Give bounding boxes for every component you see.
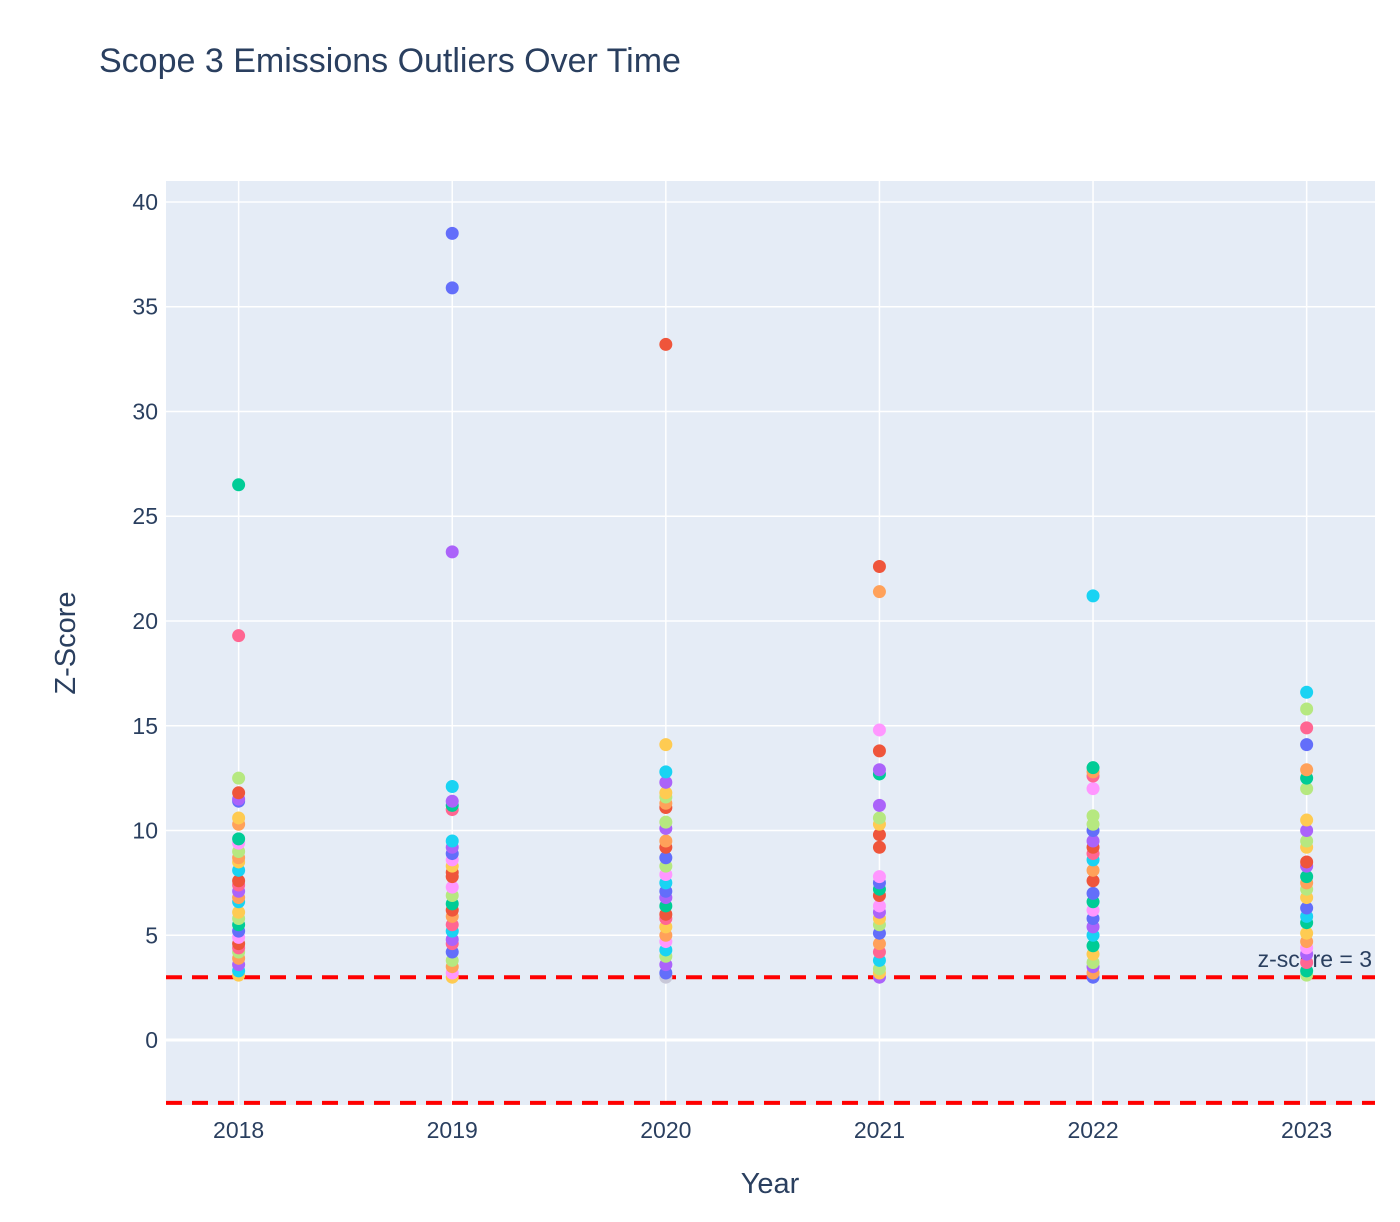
- x-tick-label: 2023: [1281, 1117, 1332, 1143]
- scatter-point[interactable]: [445, 880, 459, 894]
- y-tick-label: 35: [132, 294, 158, 320]
- scatter-point[interactable]: [1086, 863, 1100, 877]
- scatter-point[interactable]: [1086, 589, 1100, 603]
- y-tick-labels: 0 5 10 15 20 25 30 35 40: [132, 189, 158, 1053]
- scatter-point[interactable]: [872, 899, 886, 913]
- scatter-point[interactable]: [659, 337, 673, 351]
- y-tick-label: 15: [132, 713, 158, 739]
- scatter-point[interactable]: [1300, 685, 1314, 699]
- chart-title: Scope 3 Emissions Outliers Over Time: [99, 42, 681, 80]
- scatter-point[interactable]: [232, 832, 246, 846]
- x-tick-labels: 2018 2019 2020 2021 2022 2023: [213, 1117, 1332, 1143]
- x-tick-label: 2018: [213, 1117, 264, 1143]
- scatter-point[interactable]: [232, 811, 246, 825]
- scatter-point[interactable]: [1086, 834, 1100, 848]
- scatter-point[interactable]: [232, 478, 246, 492]
- scatter-point[interactable]: [659, 815, 673, 829]
- scatter-point[interactable]: [1300, 721, 1314, 735]
- scatter-point[interactable]: [872, 937, 886, 951]
- plot-area: [166, 181, 1375, 1105]
- scatter-point[interactable]: [659, 765, 673, 779]
- threshold-lines: z-score = 3: [166, 946, 1375, 1105]
- scatter-point[interactable]: [872, 560, 886, 574]
- scatter-point[interactable]: [232, 905, 246, 919]
- y-tick-label: 40: [132, 189, 158, 215]
- scatter-point[interactable]: [1300, 738, 1314, 752]
- scatter-point[interactable]: [872, 798, 886, 812]
- scatter-point[interactable]: [1300, 813, 1314, 827]
- scatter-point[interactable]: [659, 851, 673, 865]
- scatter-point[interactable]: [445, 281, 459, 295]
- y-tick-label: 30: [132, 398, 158, 424]
- scatter-point[interactable]: [1086, 886, 1100, 900]
- scatter-point[interactable]: [872, 744, 886, 758]
- scatter-point[interactable]: [445, 834, 459, 848]
- scatter-point[interactable]: [445, 226, 459, 240]
- x-tick-label: 2019: [427, 1117, 478, 1143]
- scatter-point[interactable]: [1300, 834, 1314, 848]
- scatter-point[interactable]: [1300, 855, 1314, 869]
- scatter-point[interactable]: [232, 874, 246, 888]
- scatter-point[interactable]: [1300, 702, 1314, 716]
- x-tick-label: 2020: [640, 1117, 691, 1143]
- scatter-point[interactable]: [1086, 809, 1100, 823]
- scatter-point[interactable]: [1086, 761, 1100, 775]
- scatter-point[interactable]: [1300, 870, 1314, 884]
- scatter-point[interactable]: [872, 828, 886, 842]
- scatter-point[interactable]: [1086, 874, 1100, 888]
- data-points: [232, 226, 1314, 984]
- scatter-point[interactable]: [1300, 763, 1314, 777]
- scatter-point[interactable]: [659, 738, 673, 752]
- x-tick-label: 2021: [854, 1117, 905, 1143]
- y-tick-label: 5: [145, 922, 158, 948]
- x-axis-title: Year: [741, 1168, 800, 1200]
- scatter-point[interactable]: [445, 780, 459, 794]
- scatter-point[interactable]: [1086, 782, 1100, 796]
- scatter-point[interactable]: [232, 786, 246, 800]
- scatter-point[interactable]: [1300, 782, 1314, 796]
- y-tick-label: 20: [132, 608, 158, 634]
- scatter-point[interactable]: [872, 723, 886, 737]
- scatter-point[interactable]: [445, 545, 459, 559]
- y-tick-label: 0: [145, 1027, 158, 1053]
- threshold-label: z-score = 3: [1258, 946, 1372, 972]
- scatter-point[interactable]: [872, 811, 886, 825]
- y-axis-title: Z-Score: [50, 591, 82, 694]
- scatter-point[interactable]: [1086, 939, 1100, 953]
- scatter-point[interactable]: [1300, 824, 1314, 838]
- scatter-point[interactable]: [659, 834, 673, 848]
- scatter-point[interactable]: [445, 794, 459, 808]
- scatter-point[interactable]: [872, 840, 886, 854]
- scatter-point[interactable]: [872, 870, 886, 884]
- scatter-point[interactable]: [1300, 901, 1314, 915]
- scatter-point[interactable]: [1300, 926, 1314, 940]
- y-tick-label: 25: [132, 503, 158, 529]
- scatter-point[interactable]: [232, 771, 246, 785]
- y-tick-label: 10: [132, 818, 158, 844]
- scatter-point[interactable]: [232, 629, 246, 643]
- scatter-point[interactable]: [872, 585, 886, 599]
- scatter-point[interactable]: [659, 775, 673, 789]
- x-tick-label: 2022: [1067, 1117, 1118, 1143]
- scatter-point[interactable]: [872, 763, 886, 777]
- scatter-point[interactable]: [659, 786, 673, 800]
